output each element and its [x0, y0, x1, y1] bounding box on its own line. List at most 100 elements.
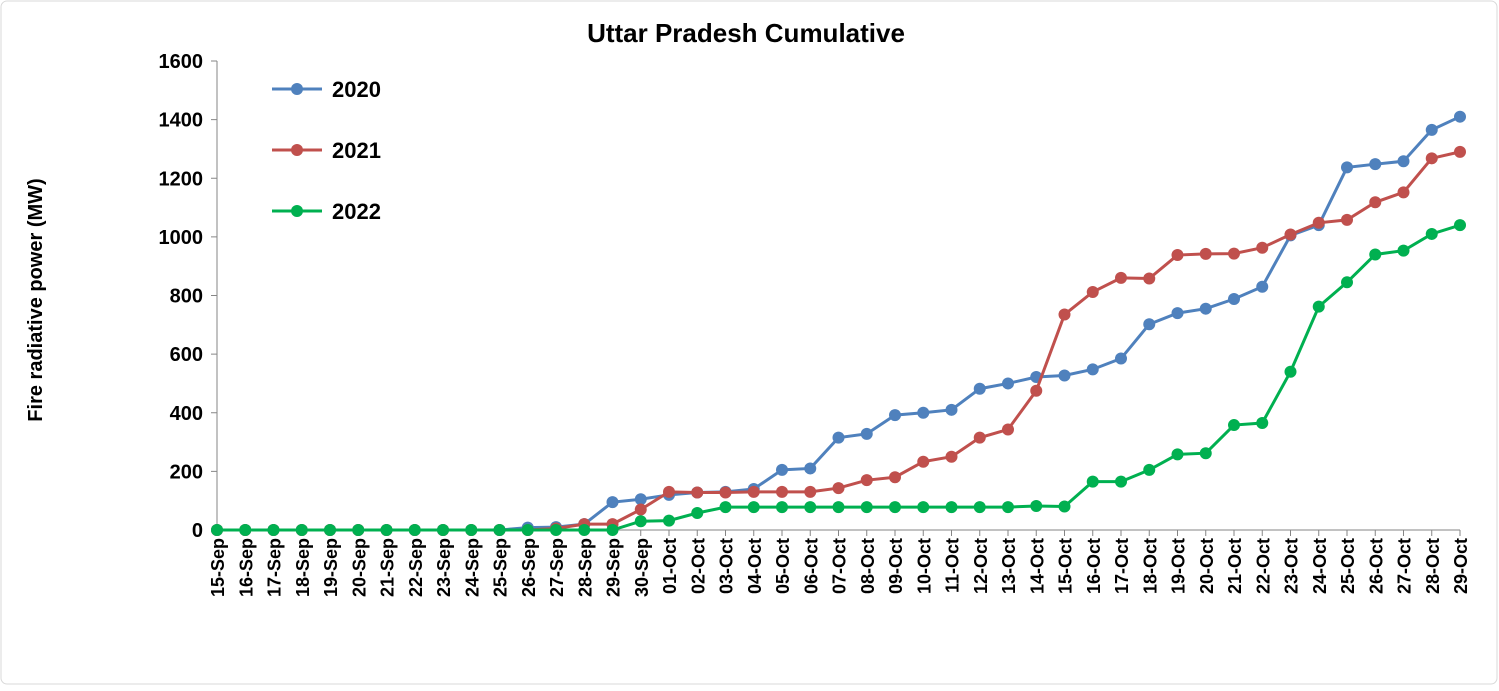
data-point	[663, 485, 675, 498]
x-tick-label: 24-Sep	[462, 538, 482, 597]
data-point	[1341, 213, 1353, 226]
x-tick-label: 04-Oct	[745, 538, 765, 594]
data-point	[239, 524, 252, 536]
data-point	[1115, 352, 1127, 365]
x-tick-label: 25-Sep	[491, 538, 511, 597]
data-point	[1397, 186, 1410, 199]
data-point	[1369, 196, 1382, 209]
x-tick-label: 26-Oct	[1366, 538, 1386, 594]
x-tick-label: 21-Oct	[1225, 538, 1245, 594]
data-point	[860, 501, 873, 514]
x-tick-label: 30-Sep	[632, 538, 652, 597]
data-point	[1369, 158, 1382, 171]
data-point	[1454, 219, 1466, 232]
x-tick-label: 21-Sep	[378, 538, 398, 597]
data-point	[1228, 247, 1240, 260]
data-point	[211, 524, 223, 536]
data-point	[1425, 152, 1438, 165]
x-tick-label: 11-Oct	[943, 538, 963, 593]
data-point	[945, 501, 958, 514]
data-point	[945, 403, 958, 416]
y-tick-label: 400	[170, 403, 203, 425]
x-tick-label: 14-Oct	[1027, 538, 1047, 594]
data-point	[324, 524, 336, 536]
data-point	[1228, 419, 1240, 432]
data-point	[860, 427, 873, 440]
y-tick-label: 800	[170, 286, 203, 308]
y-tick-label: 0	[192, 520, 203, 542]
data-point	[408, 524, 421, 536]
x-tick-label: 18-Oct	[1140, 538, 1160, 594]
data-point	[1199, 302, 1212, 315]
x-tick-label: 26-Sep	[519, 538, 539, 597]
x-tick-label: 29-Sep	[604, 538, 624, 597]
data-point	[1341, 161, 1353, 174]
data-point	[267, 524, 280, 536]
data-point	[917, 406, 930, 419]
data-point	[691, 486, 704, 499]
data-point	[352, 524, 365, 536]
x-tick-label: 17-Oct	[1112, 538, 1132, 594]
data-point	[804, 485, 817, 498]
data-point	[747, 501, 760, 514]
data-point	[606, 496, 619, 509]
x-tick-label: 03-Oct	[717, 538, 737, 594]
y-tick-label: 1400	[159, 110, 204, 132]
legend-marker	[291, 205, 303, 217]
data-point	[776, 501, 788, 514]
legend-label: 2020	[332, 77, 381, 102]
data-point	[719, 486, 732, 499]
x-tick-label: 22-Oct	[1253, 538, 1273, 594]
x-tick-label: 20-Oct	[1197, 538, 1217, 594]
data-point	[832, 431, 845, 444]
data-point	[719, 501, 732, 514]
data-point	[663, 514, 675, 527]
data-point	[1086, 363, 1099, 376]
x-tick-label: 23-Sep	[434, 538, 454, 597]
data-point	[1199, 247, 1212, 260]
data-point	[1312, 216, 1325, 229]
x-tick-label: 28-Sep	[575, 538, 595, 597]
data-point	[889, 471, 901, 484]
x-tick-label: 12-Oct	[971, 538, 991, 594]
data-point	[493, 524, 506, 536]
data-point	[747, 485, 760, 498]
x-tick-label: 16-Sep	[236, 538, 256, 597]
x-tick-label: 25-Oct	[1338, 538, 1358, 594]
data-point	[1030, 384, 1043, 397]
data-point	[1312, 300, 1325, 313]
x-tick-label: 19-Oct	[1169, 538, 1189, 594]
data-point	[606, 524, 619, 536]
data-point	[917, 501, 930, 514]
x-tick-label: 07-Oct	[830, 538, 850, 594]
chart-title: Uttar Pradesh Cumulative	[587, 18, 905, 48]
x-tick-label: 16-Oct	[1084, 538, 1104, 594]
data-point	[804, 501, 817, 514]
x-tick-label: 13-Oct	[999, 538, 1019, 594]
x-tick-label: 08-Oct	[858, 538, 878, 594]
data-point	[1171, 249, 1184, 262]
data-point	[550, 524, 562, 536]
x-tick-label: 20-Sep	[349, 538, 369, 597]
data-point	[634, 493, 647, 506]
y-tick-label: 1200	[159, 168, 204, 190]
data-point	[860, 474, 873, 487]
data-point	[832, 501, 845, 514]
x-tick-label: 09-Oct	[886, 538, 906, 594]
y-tick-label: 200	[170, 461, 203, 483]
x-tick-label: 29-Oct	[1451, 538, 1471, 594]
x-tick-label: 06-Oct	[801, 538, 821, 594]
data-point	[1058, 500, 1071, 513]
data-point	[804, 462, 817, 475]
legend-marker	[291, 83, 303, 95]
x-tick-label: 15-Sep	[208, 538, 228, 597]
data-point	[776, 485, 788, 498]
data-point	[1171, 307, 1184, 320]
data-point	[380, 524, 393, 536]
x-tick-label: 27-Oct	[1395, 538, 1415, 594]
data-point	[634, 503, 647, 516]
x-tick-label: 15-Oct	[1056, 538, 1076, 594]
data-point	[1171, 448, 1184, 461]
